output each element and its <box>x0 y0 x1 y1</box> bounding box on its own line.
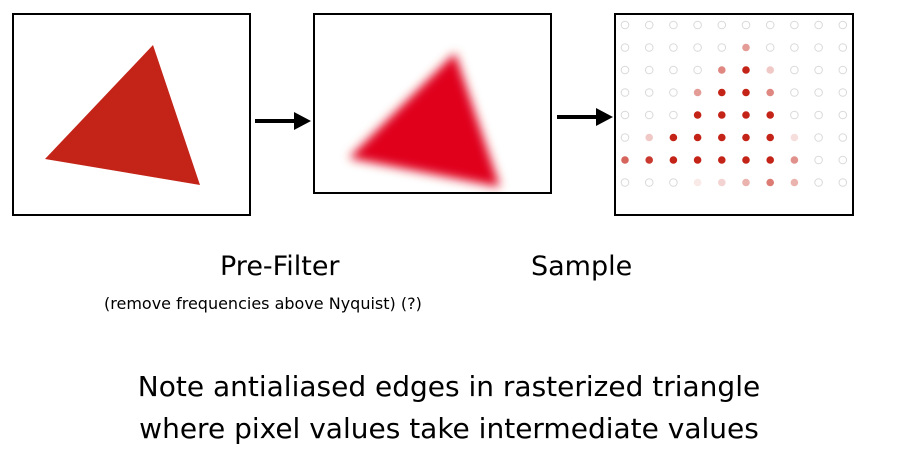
sample-dot <box>765 43 775 52</box>
sample-dot <box>620 65 630 75</box>
sample-dot <box>814 65 823 75</box>
sample-dot <box>766 111 774 119</box>
sample-dot <box>620 88 630 97</box>
sample-dot <box>838 43 848 52</box>
sample-dot <box>814 178 823 187</box>
sampled-grid-panel <box>614 13 854 216</box>
sample-dot <box>693 43 702 52</box>
sample-dot <box>838 133 848 142</box>
sample-dot <box>790 20 799 30</box>
sample-label: Sample <box>531 251 633 282</box>
sample-dot <box>742 88 750 97</box>
triangle-shape <box>45 45 200 185</box>
sample-dot <box>693 65 702 75</box>
arrow-icon <box>254 108 312 134</box>
sample-dot <box>814 110 823 120</box>
sample-dot <box>742 178 750 187</box>
sample-dot <box>669 88 678 97</box>
sample-dot <box>620 110 630 120</box>
note-line-2: where pixel values take intermediate val… <box>139 412 759 445</box>
prefiltered-triangle-panel <box>313 13 552 194</box>
sample-dot <box>693 111 702 119</box>
sample-dot <box>766 88 774 97</box>
note-line-1: Note antialiased edges in rasterized tri… <box>137 370 761 403</box>
sample-dot <box>814 88 823 97</box>
sample-dot <box>814 20 823 30</box>
original-triangle-image <box>45 45 200 185</box>
sample-dot <box>717 20 727 30</box>
sample-dot <box>741 20 751 30</box>
sample-dot <box>621 156 629 164</box>
sample-dot <box>790 65 799 75</box>
sample-dot <box>790 88 799 97</box>
blurred-triangle-shape <box>349 53 500 187</box>
sample-dot <box>765 20 775 30</box>
sample-dot <box>620 178 630 187</box>
sample-dot <box>644 65 654 75</box>
sample-dot <box>814 43 823 52</box>
sample-dot <box>644 88 654 97</box>
sample-dot <box>644 20 654 30</box>
sample-dot <box>838 65 848 75</box>
sample-dot <box>838 88 848 97</box>
sample-dot <box>718 88 726 97</box>
sample-dot <box>742 156 750 164</box>
sample-dot <box>790 156 799 164</box>
sample-dot <box>814 155 823 165</box>
sample-dot <box>669 20 678 30</box>
sample-dot <box>718 178 726 187</box>
sample-dot <box>693 156 702 164</box>
sample-dot <box>669 43 678 52</box>
sample-dot <box>742 133 750 142</box>
sample-dot <box>693 178 702 187</box>
sample-dot <box>742 66 750 74</box>
sample-dot <box>838 178 848 187</box>
sample-dot <box>766 156 774 164</box>
sample-dot <box>790 178 799 187</box>
sample-dot <box>766 178 774 187</box>
sample-dot <box>742 111 750 119</box>
sample-dot <box>814 133 823 142</box>
sample-dot <box>718 66 726 74</box>
sample-dot <box>620 43 630 52</box>
sample-dot <box>645 156 653 164</box>
sample-dot <box>838 20 848 30</box>
sample-dot <box>718 133 726 142</box>
sample-dot <box>645 133 653 142</box>
prefilter-label: Pre-Filter <box>220 251 340 282</box>
blurred-triangle-image <box>349 53 500 187</box>
sample-dot <box>838 110 848 120</box>
sample-dot <box>693 20 702 30</box>
sample-dot <box>742 43 750 52</box>
arrow-icon <box>556 104 614 130</box>
sample-grid <box>620 20 848 187</box>
sample-dot <box>766 133 774 142</box>
sample-dot <box>669 65 678 75</box>
sample-dot <box>766 66 774 74</box>
sample-dot <box>790 43 799 52</box>
sample-dot <box>838 155 848 165</box>
sample-dot <box>644 178 654 187</box>
original-triangle-panel <box>12 13 251 216</box>
sample-dot <box>669 178 678 187</box>
sample-dot <box>669 110 678 120</box>
sample-dot <box>718 156 726 164</box>
sample-dot <box>620 133 630 142</box>
sample-dot <box>718 111 726 119</box>
sample-dot <box>790 110 799 120</box>
sample-dot <box>620 20 630 30</box>
sample-dot <box>644 43 654 52</box>
sample-dot <box>669 133 678 142</box>
sample-dot <box>644 110 654 120</box>
sample-dot <box>693 88 702 97</box>
sample-dot <box>790 133 799 142</box>
prefilter-description: (remove frequencies above Nyquist) (?) <box>104 294 422 313</box>
sample-dot <box>717 43 727 52</box>
sample-dot <box>693 133 702 142</box>
sample-dot <box>669 156 678 164</box>
